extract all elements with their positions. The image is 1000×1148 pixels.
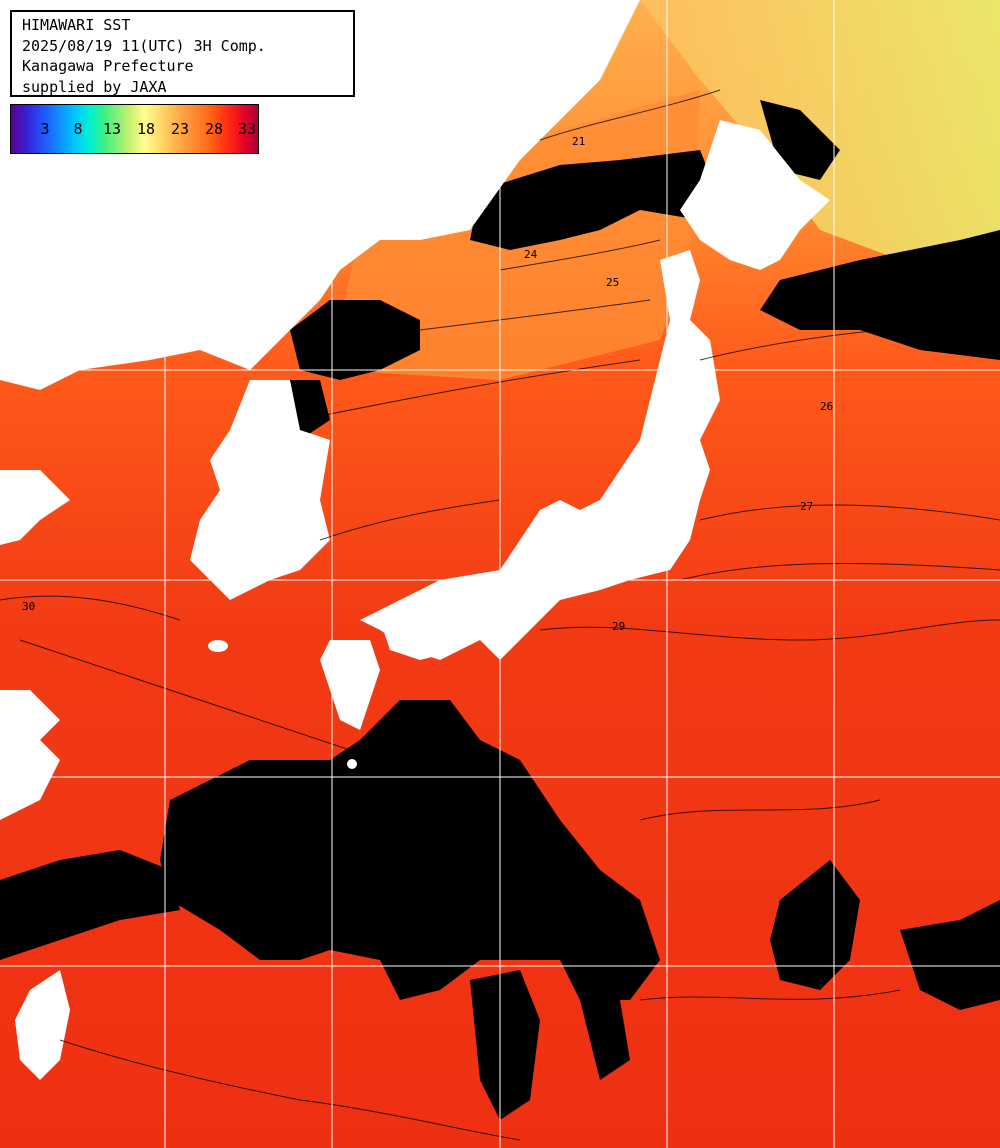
contour-label-28: 28 [364, 356, 377, 369]
lat-label-40n: 40N [14, 354, 38, 369]
title: HIMAWARI SST [22, 16, 131, 34]
contour-label-29: 29 [612, 620, 625, 633]
region: Kanagawa Prefecture [22, 57, 194, 75]
lat-label-30n: 30N [14, 760, 38, 775]
contour-label-21: 21 [572, 135, 585, 148]
contour-label-24: 24 [524, 248, 538, 261]
temperature-colorbar: 3 8 13 18 23 28 33 [10, 104, 259, 154]
colorbar-tick: 18 [136, 120, 156, 138]
contour-label-26: 26 [820, 400, 833, 413]
colorbar-tick: 3 [40, 120, 50, 138]
contour-label-30: 30 [22, 600, 35, 613]
credit: supplied by JAXA [22, 77, 167, 96]
contour-labels: 21 24 25 26 27 28 29 30 [22, 135, 833, 633]
colorbar-tick: 13 [102, 120, 122, 138]
colorbar-tick: 8 [73, 120, 83, 138]
colorbar-tick: 23 [170, 120, 190, 138]
datetime: 2025/08/19 11(UTC) 3H Comp. [22, 36, 266, 55]
land-masses [0, 0, 830, 1080]
contour-label-27: 27 [800, 500, 813, 513]
title-box: HIMAWARI SST 2025/08/19 11(UTC) 3H Comp.… [10, 10, 355, 97]
contour-label-25: 25 [606, 276, 619, 289]
colorbar-tick: 33 [237, 120, 257, 138]
isotherm-contours [0, 89, 1000, 1141]
colorbar-tick: 28 [204, 120, 224, 138]
